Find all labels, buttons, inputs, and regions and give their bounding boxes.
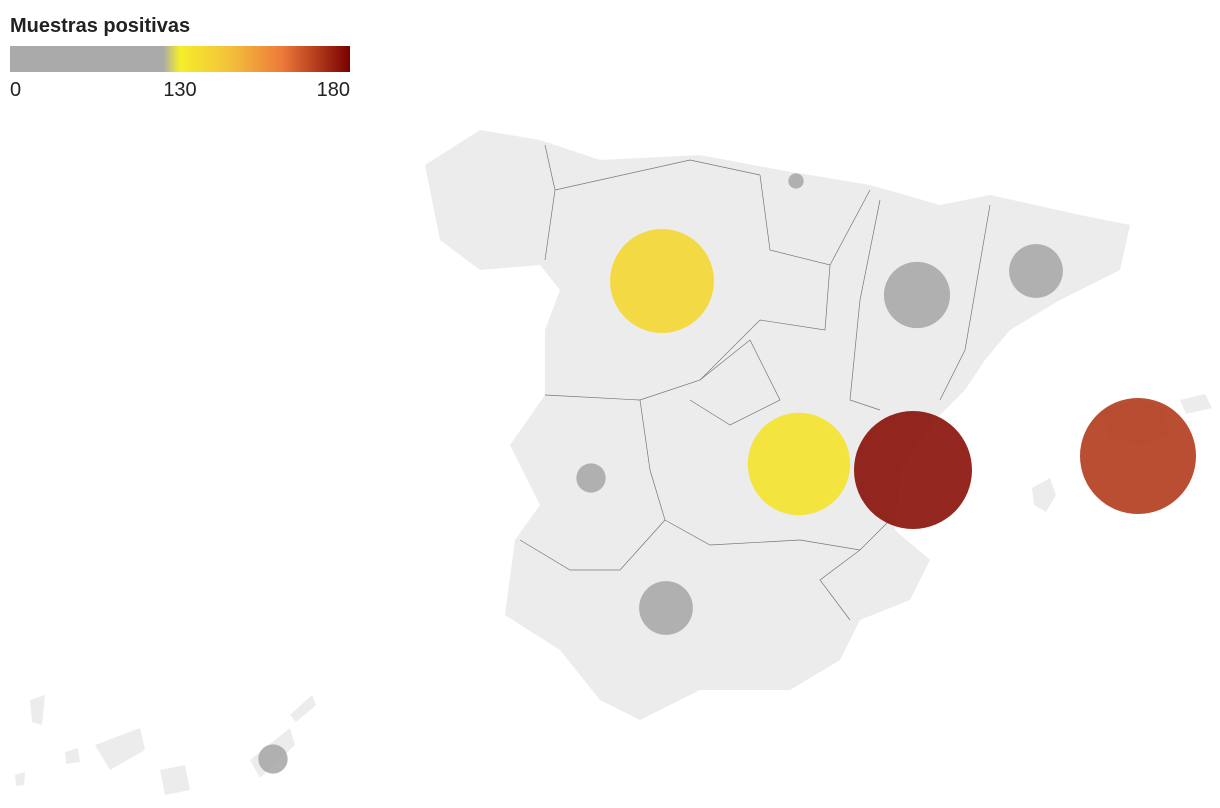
bubble: [610, 229, 714, 333]
border: [849, 199, 881, 411]
border: [544, 264, 831, 401]
bubble: [576, 463, 606, 493]
canary-5: [290, 695, 316, 722]
border: [664, 519, 891, 551]
legend-tick-label: 130: [163, 79, 196, 101]
canary-2: [95, 728, 145, 770]
bubble: [883, 261, 951, 329]
canary-3: [160, 765, 190, 795]
borders: [519, 144, 991, 621]
border: [939, 204, 991, 401]
border: [554, 159, 761, 191]
bubble: [1080, 398, 1196, 514]
legend-tick-label: 180: [317, 79, 350, 101]
bubble: [788, 173, 804, 189]
legend-scale: [10, 46, 350, 72]
canary-6: [65, 748, 80, 764]
bubble: [639, 581, 693, 635]
land: [15, 130, 1212, 795]
border: [759, 174, 871, 266]
ibiza: [1032, 478, 1056, 512]
legend-ticks: 0 130 180: [10, 79, 350, 101]
bubble: [1009, 244, 1063, 298]
legend-tick-label: 0: [10, 79, 21, 101]
canary-7: [15, 772, 25, 786]
bubble: [747, 412, 851, 516]
border: [689, 339, 781, 426]
canary-1: [30, 695, 45, 725]
bubble: [258, 744, 288, 774]
legend-title: Muestras positivas: [10, 15, 190, 37]
menorca: [1180, 394, 1212, 414]
border: [519, 399, 666, 571]
border: [819, 549, 861, 621]
bubbles: [258, 173, 1196, 774]
bubble: [854, 411, 972, 529]
